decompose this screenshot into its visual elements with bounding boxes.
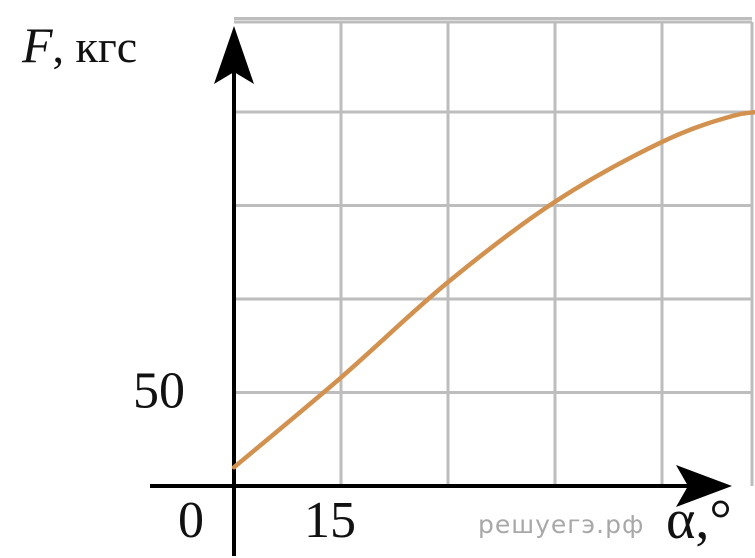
y-axis-label-unit: , кгс: [53, 21, 138, 72]
x-tick-label-15: 15: [304, 492, 356, 549]
x-axis-label: α,°: [666, 489, 732, 551]
chart-grid: [234, 17, 754, 486]
y-axis-label-symbol: F: [21, 17, 53, 73]
series-line-0: [231, 110, 755, 470]
series-layer: [231, 110, 755, 470]
x-tick-label-0: 0: [178, 492, 204, 549]
y-axis-arrow: [214, 26, 254, 84]
y-axis-label: F, кгс: [21, 17, 137, 73]
tick-labels: 0 15 50: [133, 363, 356, 550]
x-axis-arrow: [676, 465, 732, 507]
watermark: решуегэ.рф: [478, 510, 644, 539]
y-tick-label-50: 50: [133, 363, 185, 420]
chart-axes: [150, 26, 732, 556]
